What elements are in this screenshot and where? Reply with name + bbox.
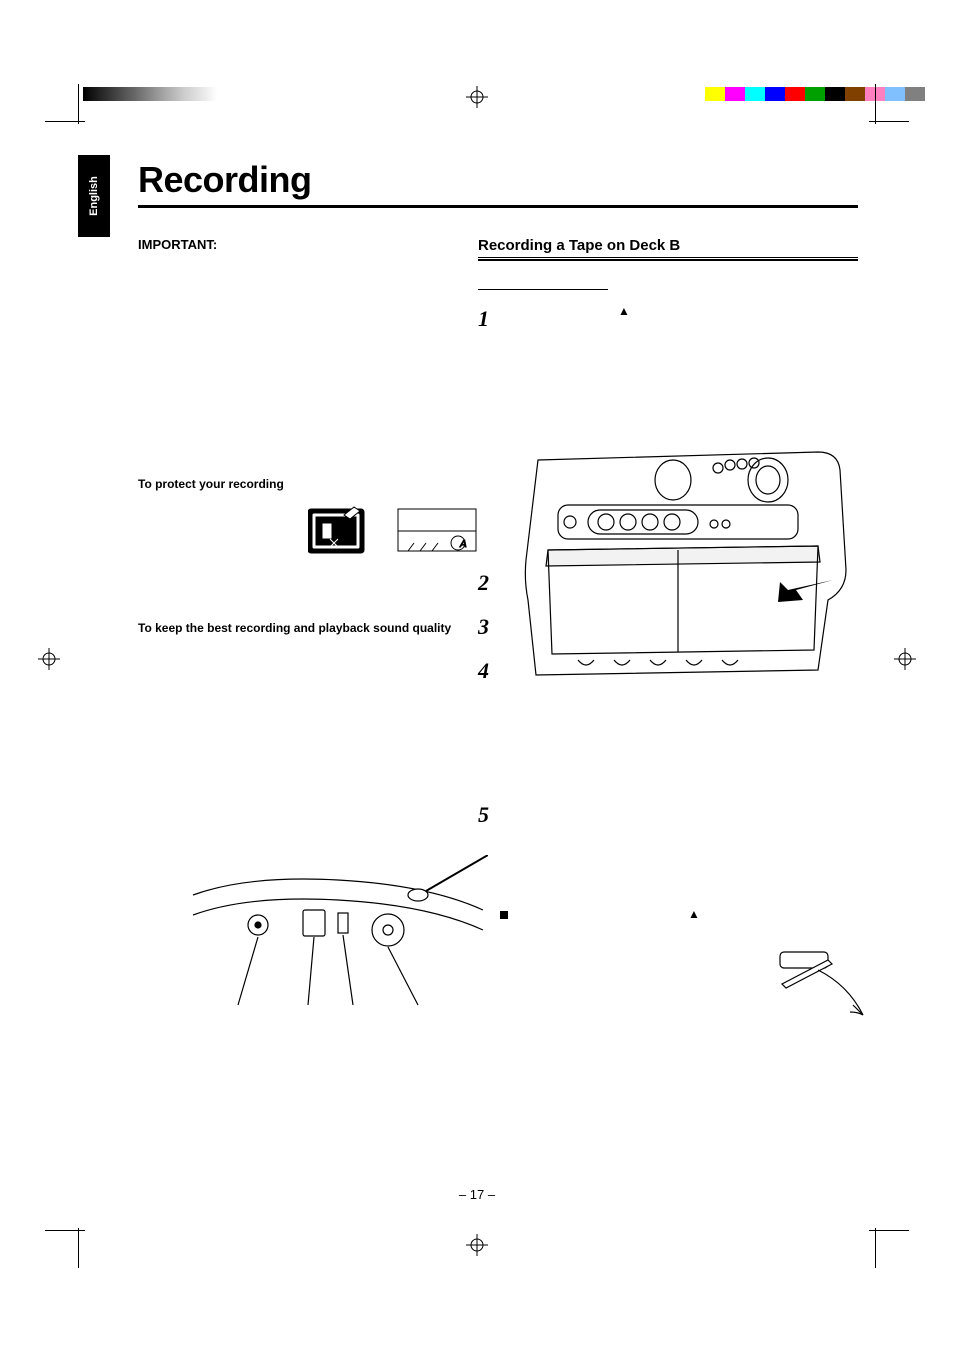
step-5: 5 — [478, 802, 858, 828]
section-rule — [478, 259, 858, 261]
language-tab: English — [78, 155, 110, 237]
page-title: Recording — [138, 159, 312, 201]
eject-icon: ▲ — [688, 907, 700, 921]
section-heading: Recording a Tape on Deck B — [478, 237, 858, 254]
page-number: – 17 – — [78, 1187, 876, 1202]
important-heading: IMPORTANT: — [138, 237, 478, 252]
crop-mark — [78, 84, 79, 124]
registration-target-icon — [466, 86, 488, 108]
crop-mark — [78, 1228, 79, 1268]
crop-mark — [875, 84, 876, 124]
language-label: English — [88, 176, 100, 216]
crop-mark — [45, 121, 85, 122]
left-column: IMPORTANT: To protect your recording To … — [138, 237, 478, 635]
registration-target-icon — [466, 1234, 488, 1256]
stop-eject-row: ▲ — [478, 908, 858, 922]
crop-mark — [45, 1230, 85, 1231]
deck-b-illustration — [518, 450, 848, 680]
registration-target-icon — [38, 648, 60, 670]
step-number: 3 — [478, 614, 489, 640]
step-number: 5 — [478, 802, 489, 828]
page-content: English Recording IMPORTANT: To protect … — [78, 125, 876, 1220]
head-cleaning-illustration — [188, 855, 488, 1035]
section-rule — [478, 257, 858, 258]
crop-mark — [875, 1228, 876, 1268]
step-number: 1 — [478, 306, 489, 331]
cassette-tab-illustration: A — [308, 505, 478, 563]
step-rule — [478, 289, 608, 290]
crop-mark — [869, 121, 909, 122]
stop-icon — [500, 911, 508, 919]
registration-target-icon — [894, 648, 916, 670]
step-number: 2 — [478, 570, 489, 596]
spacer — [478, 684, 858, 784]
step-number: 4 — [478, 658, 489, 684]
color-swatch-strip — [705, 87, 925, 101]
sound-quality-heading: To keep the best recording and playback … — [138, 621, 478, 635]
crop-mark — [869, 1230, 909, 1231]
step-1: 1 ▲ — [478, 305, 858, 332]
protect-recording-heading: To protect your recording — [138, 477, 478, 491]
grayscale-gradient — [83, 87, 217, 101]
rec-play-button-illustration — [778, 950, 868, 1020]
title-rule — [138, 205, 858, 208]
eject-icon: ▲ — [618, 304, 630, 318]
